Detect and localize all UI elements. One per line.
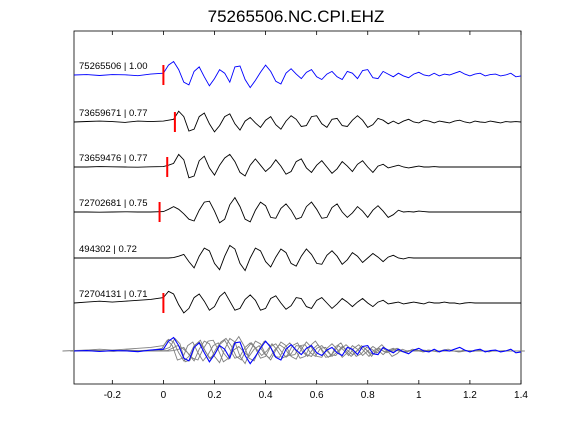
trace-line (74, 244, 521, 272)
trace-label: 73659671 | 0.77 (79, 108, 148, 119)
x-tick-label: 1 (416, 390, 422, 401)
trace-label: 73659476 | 0.77 (79, 153, 148, 164)
trace-label: 72704131 | 0.71 (79, 289, 148, 300)
x-tick-label: 1.2 (463, 390, 477, 401)
x-tick-label: 0.2 (208, 390, 222, 401)
x-tick-label: 0.4 (259, 390, 273, 401)
x-tick-label: 0 (161, 390, 167, 401)
overlay-stack (62, 335, 525, 365)
trace-line (73, 60, 522, 89)
trace-label: 75265506 | 1.00 (79, 61, 148, 72)
plot-frame (73, 30, 522, 385)
x-axis: -0.2 0 0.2 0.4 0.6 0.8 1 1.2 1.4 (104, 31, 528, 401)
traces-layer: 75265506 | 1.00 73659671 | 0.77 73659476 |… (73, 60, 522, 314)
overlay-trace-line (73, 338, 521, 362)
trace-label: 494302 | 0.72 (79, 244, 137, 255)
x-tick-label: 0.6 (310, 390, 324, 401)
chart-title: 75265506.NC.CPI.EHZ (208, 7, 385, 26)
trace-label: 72702681 | 0.75 (79, 198, 148, 209)
trace-line (74, 196, 521, 224)
trace-line (73, 110, 522, 133)
x-tick-label: -0.2 (104, 390, 122, 401)
overlay-master-line (73, 336, 522, 365)
x-tick-label: 1.4 (514, 390, 528, 401)
x-tick-label: 0.8 (361, 390, 375, 401)
trace-line (74, 153, 521, 179)
trace-line (73, 290, 521, 314)
